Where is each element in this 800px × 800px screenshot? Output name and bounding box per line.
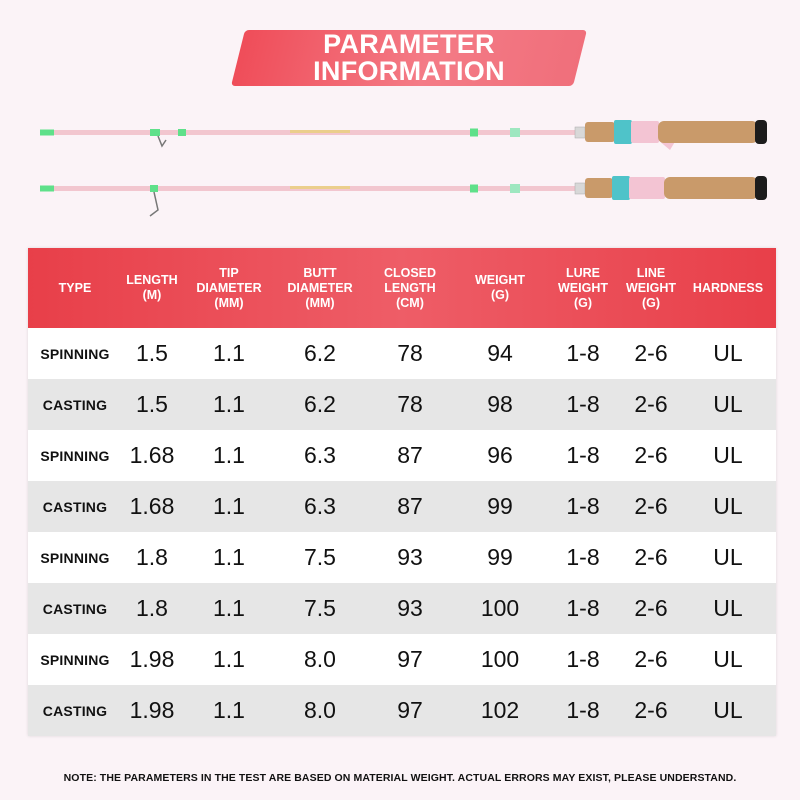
cell-line-weight: 2-6 — [634, 442, 668, 468]
table-row: CASTING 1.8 1.1 7.5 93 100 1-8 2-6 UL — [28, 583, 776, 634]
cell-lure-weight: 1-8 — [566, 697, 600, 723]
cell-length: 1.8 — [136, 544, 168, 570]
header-lure-weight: LURE WEIGHT (G) — [558, 265, 608, 310]
header-tip-diameter: TIP DIAMETER (MM) — [196, 265, 262, 310]
cell-weight: 99 — [487, 493, 513, 519]
cell-hardness: UL — [713, 340, 743, 366]
cell-line-weight: 2-6 — [634, 493, 668, 519]
cell-butt-diameter: 8.0 — [304, 646, 336, 672]
cell-hardness: UL — [713, 646, 743, 672]
footnote: NOTE: THE PARAMETERS IN THE TEST ARE BAS… — [63, 772, 737, 784]
cell-length: 1.68 — [129, 442, 175, 468]
cell-closed-length: 87 — [397, 493, 423, 519]
cell-type: CASTING — [42, 498, 108, 515]
cell-length: 1.98 — [129, 646, 175, 672]
cell-line-weight: 2-6 — [634, 595, 668, 621]
cell-length: 1.5 — [136, 391, 168, 417]
cell-tip-diameter: 1.1 — [213, 391, 245, 417]
cell-length: 1.98 — [129, 697, 175, 723]
cell-type: SPINNING — [40, 447, 110, 464]
cell-butt-diameter: 8.0 — [304, 697, 336, 723]
table-row: CASTING 1.68 1.1 6.3 87 99 1-8 2-6 UL — [28, 481, 776, 532]
cell-type: CASTING — [42, 600, 108, 617]
cell-closed-length: 87 — [397, 442, 423, 468]
cell-tip-diameter: 1.1 — [213, 493, 245, 519]
spinning-rod-image — [40, 176, 767, 217]
header-line-weight: LINE WEIGHT (G) — [626, 265, 676, 310]
cell-weight: 94 — [487, 340, 513, 366]
cell-line-weight: 2-6 — [634, 697, 668, 723]
cell-lure-weight: 1-8 — [566, 595, 600, 621]
cell-tip-diameter: 1.1 — [213, 697, 245, 723]
header-hardness: HARDNESS — [692, 280, 764, 295]
cell-hardness: UL — [713, 493, 743, 519]
cell-tip-diameter: 1.1 — [213, 544, 245, 570]
cell-closed-length: 93 — [397, 544, 423, 570]
table-row: SPINNING 1.68 1.1 6.3 87 96 1-8 2-6 UL — [28, 430, 776, 481]
cell-tip-diameter: 1.1 — [213, 595, 245, 621]
cell-line-weight: 2-6 — [634, 646, 668, 672]
cell-hardness: UL — [713, 442, 743, 468]
rods-illustration — [40, 120, 767, 217]
table-row: CASTING 1.98 1.1 8.0 97 102 1-8 2-6 UL — [28, 685, 776, 736]
cell-weight: 99 — [487, 544, 513, 570]
cell-closed-length: 93 — [397, 595, 423, 621]
cell-lure-weight: 1-8 — [566, 340, 600, 366]
casting-rod-image — [40, 120, 767, 150]
cell-closed-length: 97 — [397, 697, 423, 723]
table-row: SPINNING 1.98 1.1 8.0 97 100 1-8 2-6 UL — [28, 634, 776, 685]
cell-line-weight: 2-6 — [634, 391, 668, 417]
cell-weight: 102 — [480, 697, 520, 723]
table-row: CASTING 1.5 1.1 6.2 78 98 1-8 2-6 UL — [28, 379, 776, 430]
table-row: SPINNING 1.8 1.1 7.5 93 99 1-8 2-6 UL — [28, 532, 776, 583]
cell-length: 1.5 — [136, 340, 168, 366]
title-line-1: PARAMETER — [323, 29, 495, 59]
cell-hardness: UL — [713, 544, 743, 570]
cell-hardness: UL — [713, 697, 743, 723]
cell-closed-length: 78 — [397, 391, 423, 417]
cell-tip-diameter: 1.1 — [213, 442, 245, 468]
cell-type: CASTING — [42, 702, 108, 719]
cell-lure-weight: 1-8 — [566, 544, 600, 570]
cell-weight: 100 — [480, 595, 520, 621]
cell-length: 1.68 — [129, 493, 175, 519]
page-title: PARAMETER INFORMATION — [238, 30, 580, 86]
cell-line-weight: 2-6 — [634, 340, 668, 366]
header-length: LENGTH (M) — [126, 273, 178, 302]
table-row: SPINNING 1.5 1.1 6.2 78 94 1-8 2-6 UL — [28, 328, 776, 379]
cell-type: SPINNING — [40, 549, 110, 566]
cell-lure-weight: 1-8 — [566, 493, 600, 519]
header-butt-diameter: BUTT DIAMETER (MM) — [287, 265, 353, 310]
cell-type: CASTING — [42, 396, 108, 413]
table-body: SPINNING 1.5 1.1 6.2 78 94 1-8 2-6 UL CA… — [28, 328, 776, 736]
header-closed-length: CLOSED LENGTH (CM) — [383, 265, 437, 310]
header-type: TYPE — [58, 280, 92, 295]
cell-butt-diameter: 6.2 — [304, 391, 336, 417]
title-line-2: INFORMATION — [313, 56, 505, 86]
cell-weight: 98 — [487, 391, 513, 417]
cell-butt-diameter: 6.2 — [304, 340, 336, 366]
cell-length: 1.8 — [136, 595, 168, 621]
table-header: TYPE LENGTH (M) TIP DIAMETER (MM) BUTT D… — [28, 248, 776, 328]
header-weight: WEIGHT (G) — [475, 273, 525, 302]
cell-type: SPINNING — [40, 651, 110, 668]
cell-tip-diameter: 1.1 — [213, 646, 245, 672]
cell-hardness: UL — [713, 391, 743, 417]
cell-weight: 100 — [480, 646, 520, 672]
cell-type: SPINNING — [40, 345, 110, 362]
cell-hardness: UL — [713, 595, 743, 621]
cell-butt-diameter: 6.3 — [304, 442, 336, 468]
cell-tip-diameter: 1.1 — [213, 340, 245, 366]
parameter-table: TYPE LENGTH (M) TIP DIAMETER (MM) BUTT D… — [28, 248, 776, 736]
cell-line-weight: 2-6 — [634, 544, 668, 570]
cell-butt-diameter: 6.3 — [304, 493, 336, 519]
cell-closed-length: 78 — [397, 340, 423, 366]
cell-lure-weight: 1-8 — [566, 646, 600, 672]
cell-butt-diameter: 7.5 — [304, 544, 336, 570]
cell-butt-diameter: 7.5 — [304, 595, 336, 621]
cell-lure-weight: 1-8 — [566, 391, 600, 417]
cell-weight: 96 — [487, 442, 513, 468]
cell-closed-length: 97 — [397, 646, 423, 672]
cell-lure-weight: 1-8 — [566, 442, 600, 468]
